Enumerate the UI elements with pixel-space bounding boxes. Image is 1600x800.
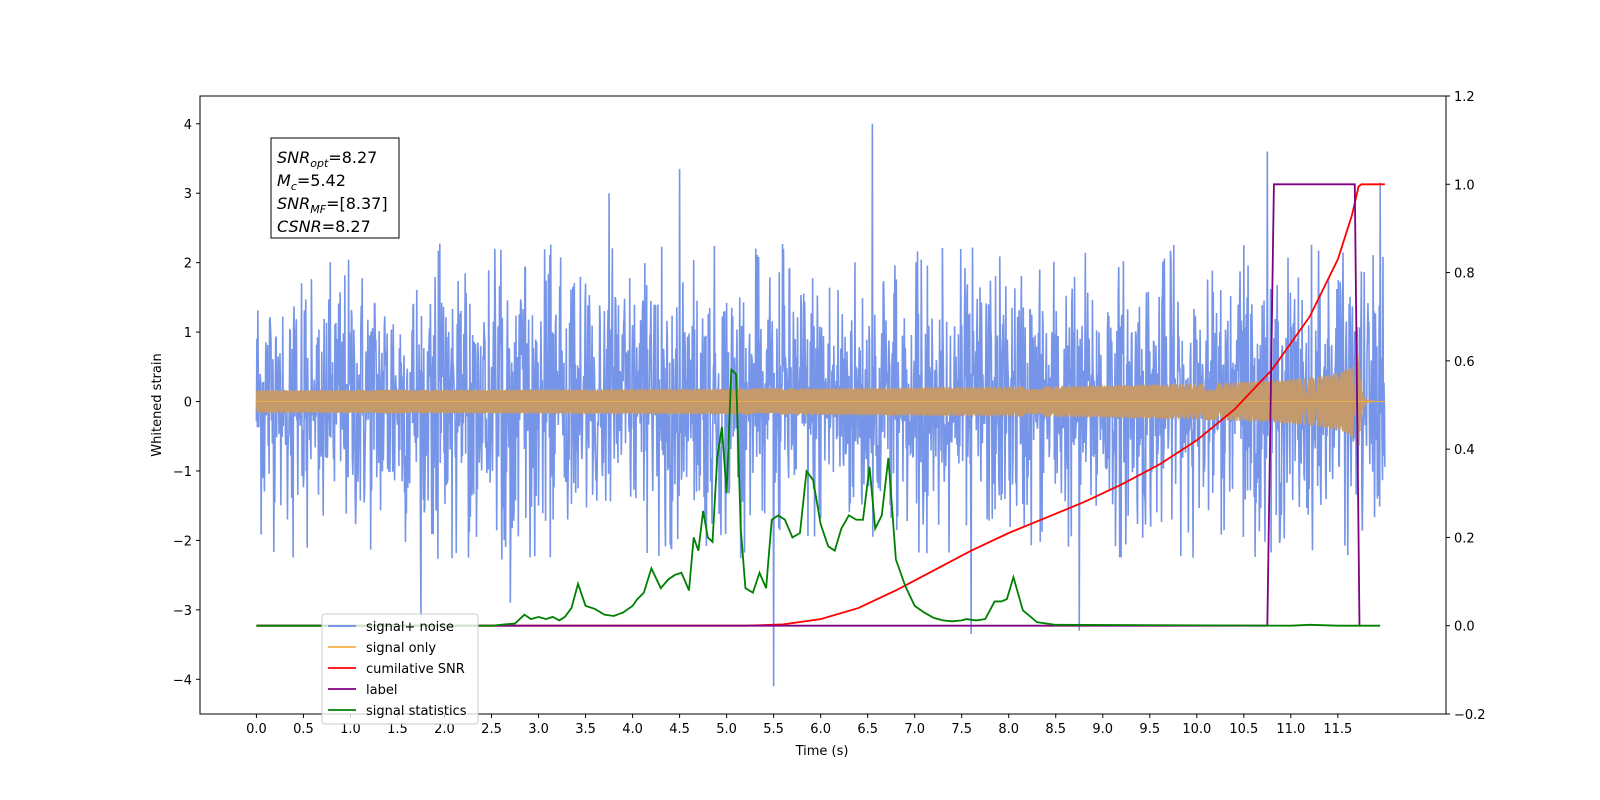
x-tick-label: 2.0	[434, 722, 455, 737]
series-line-cumilative-snr	[256, 183, 1385, 627]
y-left-tick-label: −4	[173, 673, 192, 688]
x-tick-label: 0.5	[293, 722, 314, 737]
x-tick-label: 10.0	[1182, 722, 1211, 737]
y-left-tick-label: 0	[184, 396, 192, 411]
y-left-tick-label: −1	[173, 465, 192, 480]
annotation-symbol: M	[277, 171, 291, 190]
x-tick-label: 0.0	[246, 722, 267, 737]
legend-label-signal-noise: signal+ noise	[366, 620, 454, 635]
y-left-tick-label: 4	[184, 118, 192, 133]
y-right-tick-label: 0.6	[1454, 355, 1475, 370]
legend-label-label: label	[366, 683, 397, 698]
x-tick-label: 1.0	[340, 722, 361, 737]
x-tick-label: 10.5	[1229, 722, 1258, 737]
annotation-subscript: MF	[310, 203, 326, 216]
x-axis: 0.0 0.5 1.0 1.5 2.0 2.5 3.0 3.5 4.0 4.5 5.0 5.5 6.0 6…	[246, 714, 1352, 737]
legend-label-signal-statistics: signal statistics	[366, 704, 467, 719]
x-tick-label: 9.0	[1092, 722, 1113, 737]
annotation-symbol: SNR	[277, 194, 310, 213]
series-layer	[255, 123, 1386, 687]
annotation-symbol: CSNR	[277, 217, 322, 236]
x-tick-label: 9.5	[1139, 722, 1160, 737]
annotation-subscript: opt	[310, 157, 329, 170]
annotation-line: Mc=5.42	[277, 171, 346, 193]
x-tick-label: 5.5	[763, 722, 784, 737]
y-right-tick-label: 0.8	[1454, 267, 1475, 282]
x-tick-label: 5.0	[716, 722, 737, 737]
annotation-value: =8.27	[322, 217, 371, 236]
x-tick-label: 7.0	[904, 722, 925, 737]
y-axis-right: −0.2 0.0 0.2 0.4 0.6 0.8 1.0 1.2	[1446, 90, 1486, 723]
plot-frame	[199, 95, 1447, 715]
annotation-line: SNRopt=8.27	[277, 148, 377, 170]
x-tick-label: 3.5	[575, 722, 596, 737]
legend-label-signal-only: signal only	[366, 641, 436, 656]
x-tick-label: 11.0	[1276, 722, 1305, 737]
x-axis-label: Time (s)	[795, 744, 849, 759]
annotation-value: =[8.37]	[326, 194, 388, 213]
legend-frame	[321, 613, 479, 725]
x-tick-label: 8.5	[1045, 722, 1066, 737]
annotation-line: SNRMF=[8.37]	[277, 194, 388, 216]
y-right-tick-label: 1.2	[1454, 90, 1475, 105]
annotation-frame	[270, 137, 400, 239]
y-right-tick-label: −0.2	[1454, 708, 1486, 723]
annotation-subscript: c	[291, 180, 297, 193]
series-line-signal-noise	[255, 123, 1386, 687]
y-left-tick-label: 3	[184, 187, 192, 202]
x-tick-label: 2.5	[481, 722, 502, 737]
legend: signal+ noise signal only cumilative SNR la…	[321, 613, 479, 725]
x-tick-label: 11.5	[1323, 722, 1352, 737]
x-tick-label: 6.0	[810, 722, 831, 737]
y-left-tick-label: −2	[173, 534, 192, 549]
series-line-signal-only	[255, 353, 1385, 446]
y-right-tick-label: 0.4	[1454, 443, 1475, 458]
y-axis-label: Whitened strain	[150, 353, 165, 456]
y-left-tick-label: 2	[184, 257, 192, 272]
y-left-tick-label: −3	[173, 604, 192, 619]
x-tick-label: 3.0	[528, 722, 549, 737]
annotation-symbol: SNR	[277, 148, 310, 167]
series-line-signal-statistics	[256, 367, 1381, 627]
x-tick-label: 4.5	[669, 722, 690, 737]
annotation-value: =5.42	[297, 171, 346, 190]
x-tick-label: 7.5	[951, 722, 972, 737]
y-right-tick-label: 0.0	[1454, 620, 1475, 635]
x-tick-label: 4.0	[622, 722, 643, 737]
y-right-tick-label: 1.0	[1454, 178, 1475, 193]
x-tick-label: 1.5	[387, 722, 408, 737]
annotation-line: CSNR=8.27	[277, 217, 371, 236]
y-right-tick-label: 0.2	[1454, 531, 1475, 546]
legend-label-cumilative-snr: cumilative SNR	[366, 662, 465, 677]
y-left-tick-label: 1	[184, 326, 192, 341]
y-axis-left: −4 −3 −2 −1 0 1 2 3 4	[173, 118, 200, 688]
x-tick-label: 8.0	[998, 722, 1019, 737]
annotation-value: =8.27	[328, 148, 377, 167]
x-tick-label: 6.5	[857, 722, 878, 737]
